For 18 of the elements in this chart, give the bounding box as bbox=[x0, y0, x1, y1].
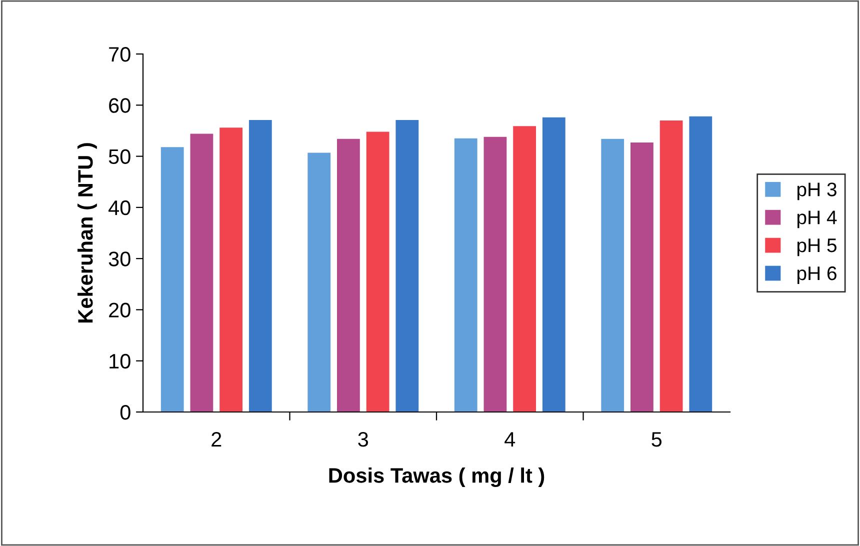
y-tick-label: 20 bbox=[109, 302, 130, 318]
legend-label: pH 5 bbox=[797, 238, 836, 256]
y-tick-label: 40 bbox=[108, 200, 130, 216]
x-tick-label: 5 bbox=[652, 432, 662, 447]
x-tick-label: 2 bbox=[212, 432, 222, 447]
x-tick-label: 3 bbox=[358, 432, 368, 447]
legend-label: pH 3 bbox=[797, 182, 836, 200]
x-tick-label: 4 bbox=[504, 432, 516, 447]
x-axis-title: Dosis Tawas ( mg / lt ) bbox=[329, 468, 544, 488]
y-tick-label: 10 bbox=[110, 354, 130, 369]
legend-label: pH 6 bbox=[797, 266, 836, 284]
y-tick-label: 60 bbox=[109, 98, 130, 113]
y-tick-label: 30 bbox=[108, 252, 130, 266]
y-axis-title: Kekeruhan ( NTU ) bbox=[77, 143, 97, 322]
y-tick-label: 50 bbox=[108, 149, 130, 164]
legend-label: pH 4 bbox=[797, 210, 837, 228]
y-tick-label: 0 bbox=[120, 405, 130, 420]
y-tick-label: 70 bbox=[109, 47, 130, 62]
